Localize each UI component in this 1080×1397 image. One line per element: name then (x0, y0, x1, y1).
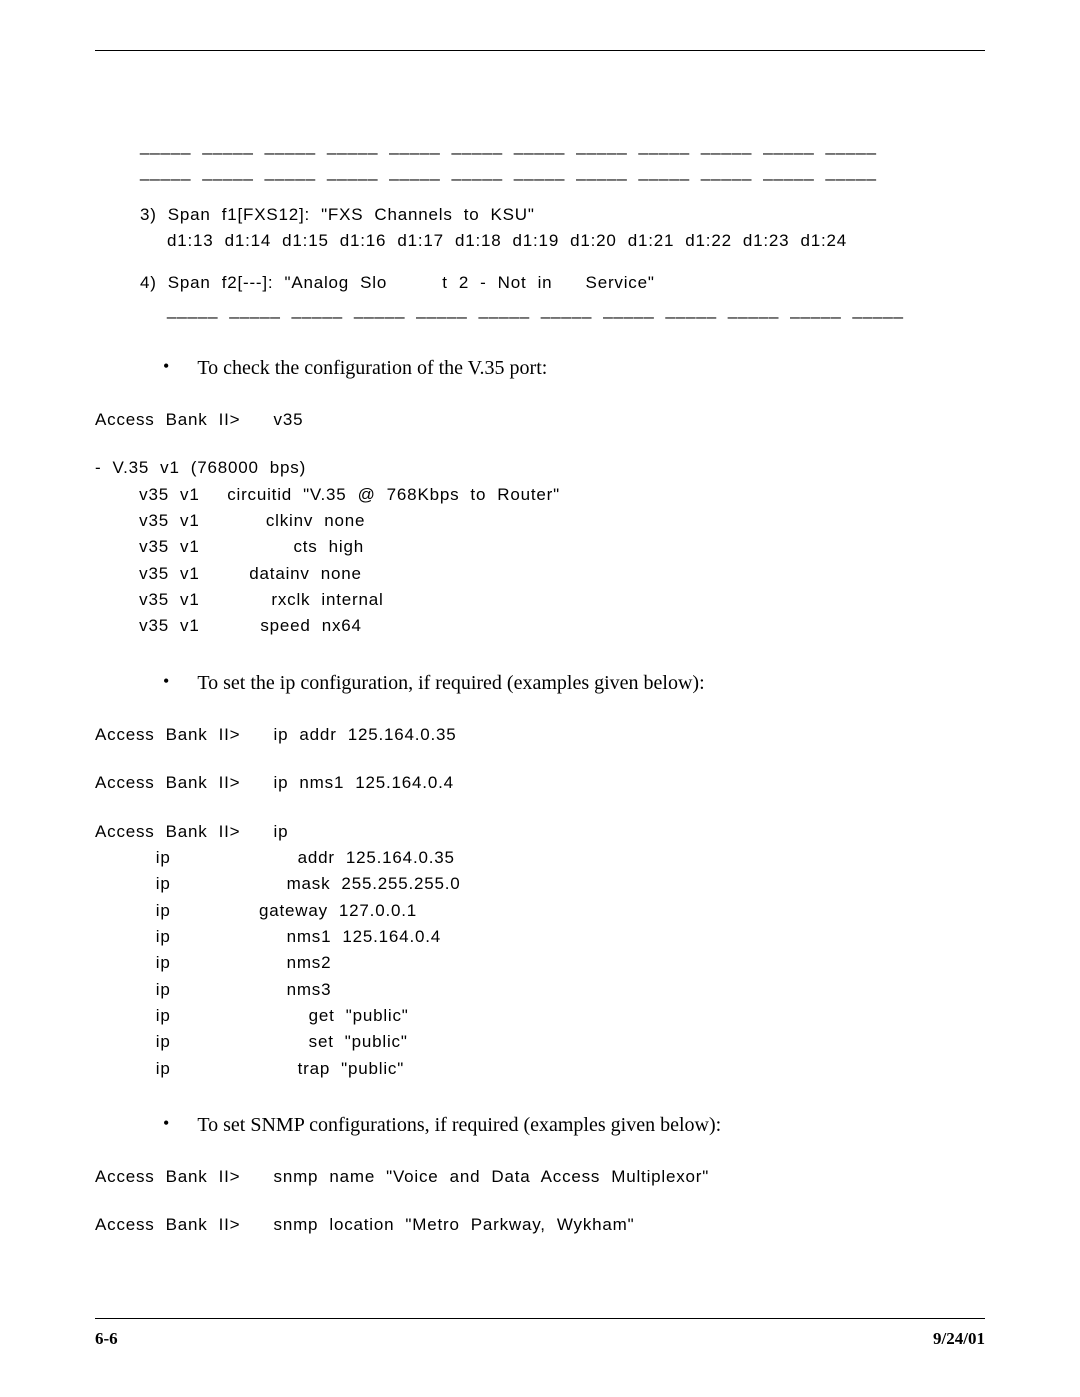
top-rule (95, 50, 985, 51)
spacer (140, 254, 985, 270)
bullet-3: • To set SNMP configurations, if require… (163, 1110, 985, 1140)
bullet-1: • To check the configuration of the V.35… (163, 353, 985, 383)
spacer (140, 186, 985, 202)
v35-l4: v35 v1 cts high (95, 534, 985, 560)
dash-row-2: _____ _____ _____ _____ _____ _____ ____… (140, 159, 985, 185)
ip-l1: Access Bank II> ip nms1 125.164.0.4 (95, 770, 985, 796)
footer-row: 6-6 9/24/01 (95, 1329, 985, 1349)
footer-page-number: 6-6 (95, 1329, 118, 1349)
ip-l9: ip get "public" (95, 1003, 985, 1029)
bullet-dot-icon: • (163, 353, 169, 380)
ip-l6: ip nms1 125.164.0.4 (95, 924, 985, 950)
footer-date: 9/24/01 (933, 1329, 985, 1349)
ip-l0: Access Bank II> ip addr 125.164.0.35 (95, 722, 985, 748)
v35-l6: v35 v1 rxclk internal (95, 587, 985, 613)
ip-l10: ip set "public" (95, 1029, 985, 1055)
v35-l2: v35 v1 circuitid "V.35 @ 768Kbps to Rout… (95, 482, 985, 508)
ip-l4: ip mask 255.255.255.0 (95, 871, 985, 897)
ip-l2: Access Bank II> ip (95, 819, 985, 845)
spacer (95, 748, 985, 770)
bullet-3-text: To set SNMP configurations, if required … (197, 1110, 721, 1140)
spacer (95, 433, 985, 455)
ip-block: Access Bank II> ip addr 125.164.0.35 Acc… (95, 722, 985, 1082)
ip-l7: ip nms2 (95, 950, 985, 976)
ip-l5: ip gateway 127.0.0.1 (95, 898, 985, 924)
v35-l0: Access Bank II> v35 (95, 407, 985, 433)
snmp-l1: Access Bank II> snmp location "Metro Par… (95, 1212, 985, 1238)
dash-row-3: _____ _____ _____ _____ _____ _____ ____… (167, 297, 985, 323)
v35-l1: - V.35 v1 (768000 bps) (95, 455, 985, 481)
v35-block: Access Bank II> v35 - V.35 v1 (768000 bp… (95, 407, 985, 640)
bullet-dot-icon: • (163, 1110, 169, 1137)
span4-line-a: 4) Span f2[---]: "Analog Slo t 2 - Not i… (140, 270, 985, 296)
bullet-1-text: To check the configuration of the V.35 p… (197, 353, 547, 383)
v35-l5: v35 v1 datainv none (95, 561, 985, 587)
v35-l3: v35 v1 clkinv none (95, 508, 985, 534)
footer-rule (95, 1318, 985, 1319)
snmp-block: Access Bank II> snmp name "Voice and Dat… (95, 1164, 985, 1239)
ip-l8: ip nms3 (95, 977, 985, 1003)
v35-l7: v35 v1 speed nx64 (95, 613, 985, 639)
dash-row-1: _____ _____ _____ _____ _____ _____ ____… (140, 133, 985, 159)
ip-l11: ip trap "public" (95, 1056, 985, 1082)
spacer (95, 1190, 985, 1212)
ip-l3: ip addr 125.164.0.35 (95, 845, 985, 871)
span-block: _____ _____ _____ _____ _____ _____ ____… (140, 133, 985, 323)
page-footer: 6-6 9/24/01 (95, 1318, 985, 1349)
span3-line-b: d1:13 d1:14 d1:15 d1:16 d1:17 d1:18 d1:1… (167, 228, 985, 254)
snmp-l0: Access Bank II> snmp name "Voice and Dat… (95, 1164, 985, 1190)
spacer (95, 797, 985, 819)
span3-line-a: 3) Span f1[FXS12]: "FXS Channels to KSU" (140, 202, 985, 228)
bullet-2-text: To set the ip configuration, if required… (197, 668, 704, 698)
bullet-dot-icon: • (163, 668, 169, 695)
page-container: _____ _____ _____ _____ _____ _____ ____… (0, 0, 1080, 1397)
bullet-2: • To set the ip configuration, if requir… (163, 668, 985, 698)
